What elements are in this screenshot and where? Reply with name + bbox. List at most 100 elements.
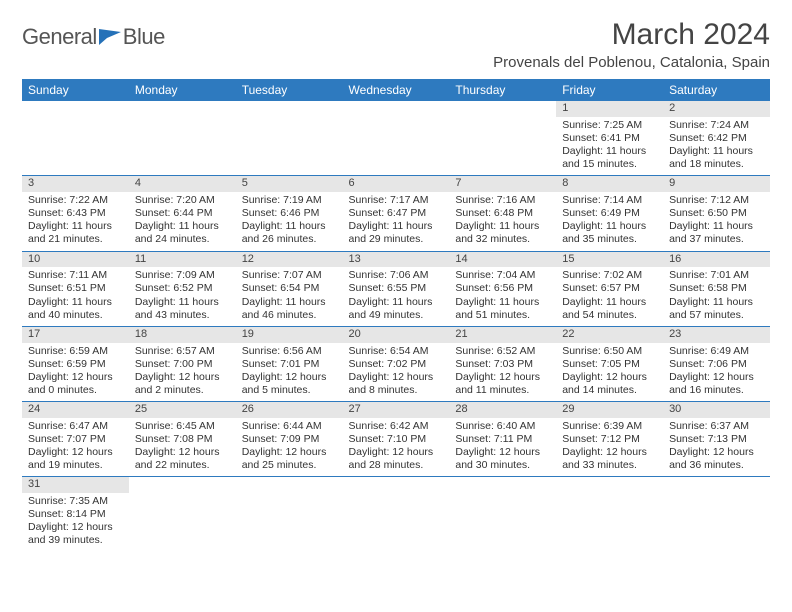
day-number-cell: 13 [343,251,450,267]
day-number-cell: 15 [556,251,663,267]
day-content-cell: Sunrise: 6:37 AMSunset: 7:13 PMDaylight:… [663,418,770,477]
logo: General Blue [22,24,165,50]
day-content-cell: Sunrise: 6:50 AMSunset: 7:05 PMDaylight:… [556,343,663,402]
day-content-cell [556,493,663,552]
day-number-cell: 31 [22,477,129,493]
day-number-cell [236,477,343,493]
calendar-body: 12Sunrise: 7:25 AMSunset: 6:41 PMDayligh… [22,101,770,552]
logo-text-b: Blue [123,24,165,50]
day-content-cell: Sunrise: 6:59 AMSunset: 6:59 PMDaylight:… [22,343,129,402]
day-content-cell [449,117,556,176]
day-content-cell [449,493,556,552]
day-content-cell: Sunrise: 7:12 AMSunset: 6:50 PMDaylight:… [663,192,770,251]
dow-header: Wednesday [343,79,450,101]
day-number-cell [236,101,343,117]
dow-header: Sunday [22,79,129,101]
day-content-cell: Sunrise: 7:04 AMSunset: 6:56 PMDaylight:… [449,267,556,326]
day-content-cell: Sunrise: 7:35 AMSunset: 8:14 PMDaylight:… [22,493,129,552]
day-number-cell [129,477,236,493]
day-number-cell: 16 [663,251,770,267]
day-number-cell: 21 [449,326,556,342]
day-number-cell: 26 [236,402,343,418]
page-title: March 2024 [493,18,770,52]
day-number-cell [663,477,770,493]
day-content-cell: Sunrise: 6:39 AMSunset: 7:12 PMDaylight:… [556,418,663,477]
day-content-cell: Sunrise: 7:09 AMSunset: 6:52 PMDaylight:… [129,267,236,326]
day-number-cell: 6 [343,176,450,192]
dow-header: Monday [129,79,236,101]
day-content-cell: Sunrise: 7:17 AMSunset: 6:47 PMDaylight:… [343,192,450,251]
day-number-cell: 25 [129,402,236,418]
flag-icon [99,29,121,45]
day-number-cell: 10 [22,251,129,267]
day-content-cell: Sunrise: 6:56 AMSunset: 7:01 PMDaylight:… [236,343,343,402]
day-number-cell: 22 [556,326,663,342]
day-number-cell [22,101,129,117]
day-content-cell: Sunrise: 6:47 AMSunset: 7:07 PMDaylight:… [22,418,129,477]
day-number-cell: 9 [663,176,770,192]
day-content-cell: Sunrise: 7:06 AMSunset: 6:55 PMDaylight:… [343,267,450,326]
dow-header: Tuesday [236,79,343,101]
day-content-cell: Sunrise: 6:45 AMSunset: 7:08 PMDaylight:… [129,418,236,477]
day-number-cell: 28 [449,402,556,418]
day-number-cell: 23 [663,326,770,342]
day-number-cell: 2 [663,101,770,117]
logo-text-a: General [22,24,97,50]
title-block: March 2024 Provenals del Poblenou, Catal… [493,18,770,71]
day-content-cell: Sunrise: 7:11 AMSunset: 6:51 PMDaylight:… [22,267,129,326]
day-content-cell: Sunrise: 6:40 AMSunset: 7:11 PMDaylight:… [449,418,556,477]
day-number-cell: 30 [663,402,770,418]
day-content-cell [129,493,236,552]
day-content-cell [343,117,450,176]
header: General Blue March 2024 Provenals del Po… [22,18,770,71]
day-number-cell: 24 [22,402,129,418]
day-content-cell: Sunrise: 7:24 AMSunset: 6:42 PMDaylight:… [663,117,770,176]
dow-header: Friday [556,79,663,101]
day-content-cell: Sunrise: 7:16 AMSunset: 6:48 PMDaylight:… [449,192,556,251]
day-number-cell: 5 [236,176,343,192]
day-number-cell [129,101,236,117]
day-content-cell: Sunrise: 6:52 AMSunset: 7:03 PMDaylight:… [449,343,556,402]
day-number-cell: 18 [129,326,236,342]
day-content-cell: Sunrise: 7:02 AMSunset: 6:57 PMDaylight:… [556,267,663,326]
day-number-cell: 20 [343,326,450,342]
day-number-cell [449,101,556,117]
day-number-cell: 1 [556,101,663,117]
day-content-cell: Sunrise: 6:42 AMSunset: 7:10 PMDaylight:… [343,418,450,477]
day-number-cell [343,477,450,493]
day-number-cell: 8 [556,176,663,192]
day-content-cell: Sunrise: 7:20 AMSunset: 6:44 PMDaylight:… [129,192,236,251]
day-content-cell: Sunrise: 7:25 AMSunset: 6:41 PMDaylight:… [556,117,663,176]
day-content-cell: Sunrise: 7:19 AMSunset: 6:46 PMDaylight:… [236,192,343,251]
day-number-cell: 4 [129,176,236,192]
day-number-cell: 3 [22,176,129,192]
day-content-cell [129,117,236,176]
day-number-cell: 17 [22,326,129,342]
calendar-head: SundayMondayTuesdayWednesdayThursdayFrid… [22,79,770,101]
day-number-cell: 12 [236,251,343,267]
day-content-cell [22,117,129,176]
day-number-cell: 29 [556,402,663,418]
day-content-cell [343,493,450,552]
day-content-cell: Sunrise: 7:14 AMSunset: 6:49 PMDaylight:… [556,192,663,251]
day-content-cell: Sunrise: 7:07 AMSunset: 6:54 PMDaylight:… [236,267,343,326]
day-content-cell: Sunrise: 6:57 AMSunset: 7:00 PMDaylight:… [129,343,236,402]
day-content-cell: Sunrise: 6:49 AMSunset: 7:06 PMDaylight:… [663,343,770,402]
calendar-table: SundayMondayTuesdayWednesdayThursdayFrid… [22,79,770,552]
dow-header: Saturday [663,79,770,101]
day-content-cell [236,117,343,176]
day-number-cell [556,477,663,493]
day-content-cell [236,493,343,552]
day-content-cell [663,493,770,552]
day-number-cell: 27 [343,402,450,418]
day-number-cell [449,477,556,493]
dow-header: Thursday [449,79,556,101]
day-content-cell: Sunrise: 7:01 AMSunset: 6:58 PMDaylight:… [663,267,770,326]
day-number-cell: 7 [449,176,556,192]
day-content-cell: Sunrise: 6:44 AMSunset: 7:09 PMDaylight:… [236,418,343,477]
day-number-cell: 14 [449,251,556,267]
day-number-cell [343,101,450,117]
day-content-cell: Sunrise: 7:22 AMSunset: 6:43 PMDaylight:… [22,192,129,251]
day-content-cell: Sunrise: 6:54 AMSunset: 7:02 PMDaylight:… [343,343,450,402]
location-subtitle: Provenals del Poblenou, Catalonia, Spain [493,54,770,71]
